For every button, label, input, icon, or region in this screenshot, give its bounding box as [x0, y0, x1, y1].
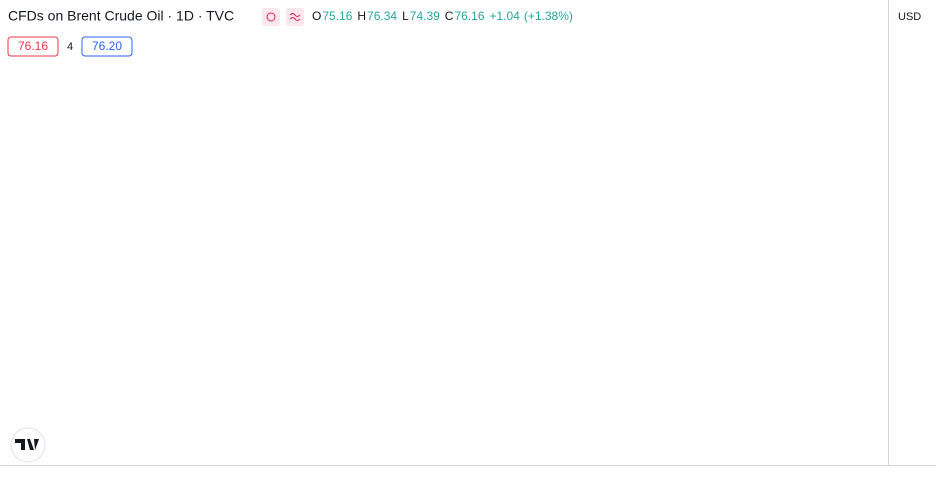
bid-box[interactable]: [7, 36, 59, 57]
legend-key: C: [445, 9, 454, 23]
legend-key: O: [312, 9, 321, 23]
ask-box[interactable]: [81, 36, 133, 57]
icon: [289, 13, 301, 21]
currency: USD: [898, 11, 921, 23]
chart-title: CFDs on Brent Crude Oil · 1D · TVC: [8, 8, 234, 24]
currency-box[interactable]: [892, 8, 934, 24]
header-bg: [0, 0, 430, 32]
legend-change: +1.04: [490, 9, 521, 23]
icon[interactable]: [262, 8, 280, 26]
icon: [266, 12, 276, 22]
legend-value: 76.34: [367, 9, 397, 23]
legend-key: H: [357, 9, 366, 23]
legend-key: L: [402, 9, 409, 23]
icon[interactable]: [286, 8, 304, 26]
ask: 76.20: [92, 39, 122, 53]
legend-value: 74.39: [410, 9, 440, 23]
logo: [10, 427, 46, 463]
logo-mark: [15, 439, 39, 450]
bid: 76.16: [18, 39, 48, 53]
legend-change: (+1.38%): [524, 9, 573, 23]
legend-value: 76.16: [454, 9, 484, 23]
legend-value: 75.16: [322, 9, 352, 23]
spread: 4: [67, 41, 73, 53]
logo-bg: [10, 427, 46, 463]
